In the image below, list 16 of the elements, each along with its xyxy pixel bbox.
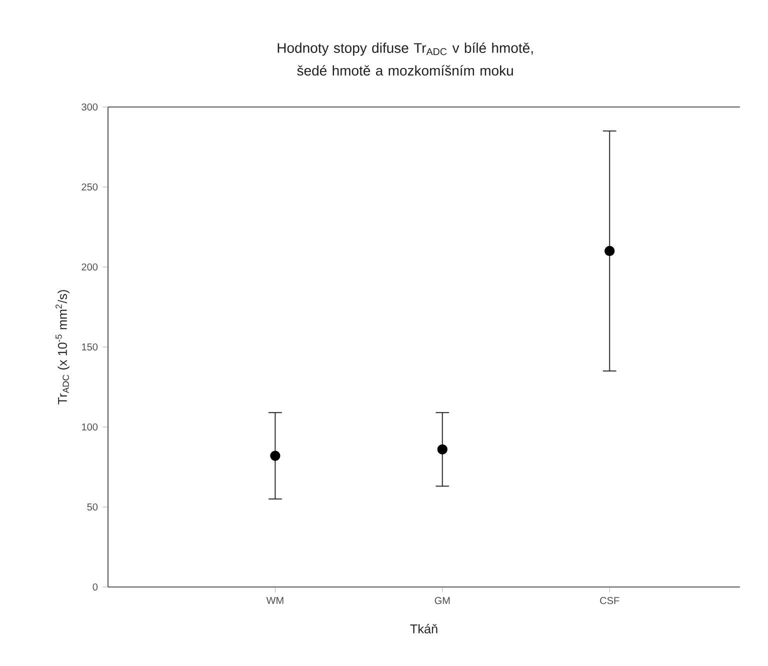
y-tick-label: 0 — [92, 583, 98, 591]
y-tick-label: 100 — [82, 423, 98, 431]
point — [270, 450, 280, 461]
x-tick-label: WM — [266, 597, 284, 604]
x-axis-title: Tkáň — [410, 624, 438, 634]
y-tick-label: 300 — [82, 103, 98, 111]
y-tick-label: 200 — [82, 263, 98, 271]
y-tick-label: 50 — [87, 503, 98, 511]
x-tick-label: CSF — [600, 597, 620, 604]
y-tick-label: 250 — [82, 183, 98, 191]
y-tick-label: 150 — [82, 343, 98, 351]
x-tick-label: GM — [434, 597, 450, 604]
chart-title: Hodnoty stopy difuse Tr$_{ADC}$ v bílé hmotě, šedé hmotě a mozkomíšním moku — [278, 42, 533, 76]
point — [604, 246, 615, 256]
point — [437, 444, 448, 454]
y-axis-title: Tr$_{ADC}$ (x 10$^{-5}$ mm$^{2}$/s) — [56, 290, 70, 404]
